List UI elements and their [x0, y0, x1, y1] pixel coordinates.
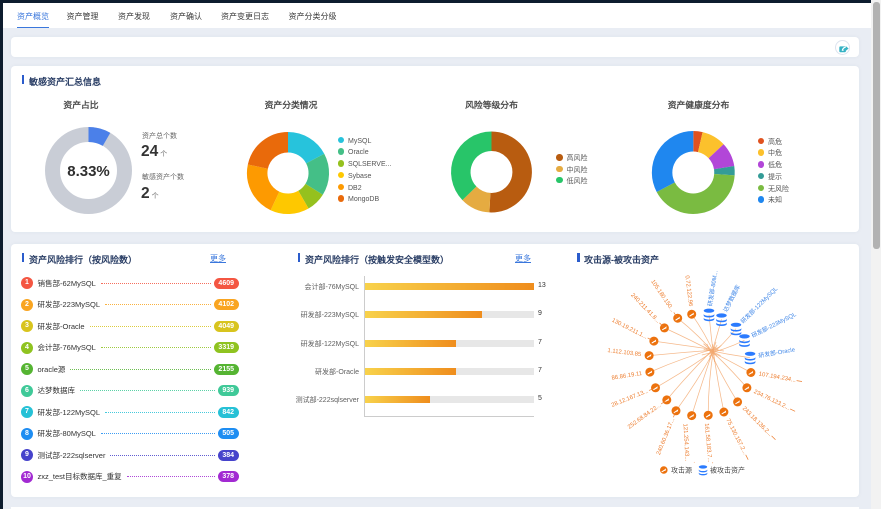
svg-text:75.130.157.2...: 75.130.157.2... — [724, 418, 747, 456]
svg-text:243.18.136.2...: 243.18.136.2... — [741, 406, 773, 438]
svg-text:研发部-Oracle: 研发部-Oracle — [758, 345, 797, 359]
svg-text:161.58.183.7...: 161.58.183.7... — [703, 423, 712, 463]
svg-text:1.112.103.85: 1.112.103.85 — [607, 348, 642, 358]
svg-text:130.19.211.1...: 130.19.211.1... — [611, 318, 649, 341]
svg-text:研发部-122MySQL: 研发部-122MySQL — [739, 284, 780, 325]
svg-text:28.12.167.13...: 28.12.167.13... — [611, 388, 650, 408]
svg-text:86.86.19.11: 86.86.19.11 — [611, 371, 642, 382]
svg-text:研发部-80M...: 研发部-80M... — [706, 270, 720, 307]
svg-text:攻击源: 攻击源 — [671, 466, 692, 475]
svg-text:被攻击资产: 被攻击资产 — [710, 466, 745, 475]
svg-text:121.254.143...: 121.254.143... — [682, 423, 690, 461]
svg-text:105.180.150...: 105.180.150... — [649, 279, 675, 314]
svg-text:240.60.36.17...: 240.60.36.17... — [656, 417, 676, 456]
svg-text:234.76.123.2...: 234.76.123.2... — [753, 389, 791, 412]
svg-text:240.211.41.8...: 240.211.41.8... — [629, 292, 661, 324]
svg-text:107.194.234...: 107.194.234... — [758, 371, 796, 384]
svg-text:0.72.122.96: 0.72.122.96 — [683, 275, 693, 307]
svg-text:达梦数据库: 达梦数据库 — [721, 283, 742, 313]
svg-text:252.68.84.22...: 252.68.84.22... — [627, 402, 663, 430]
svg-text:研发部-223MySQL: 研发部-223MySQL — [750, 310, 798, 340]
